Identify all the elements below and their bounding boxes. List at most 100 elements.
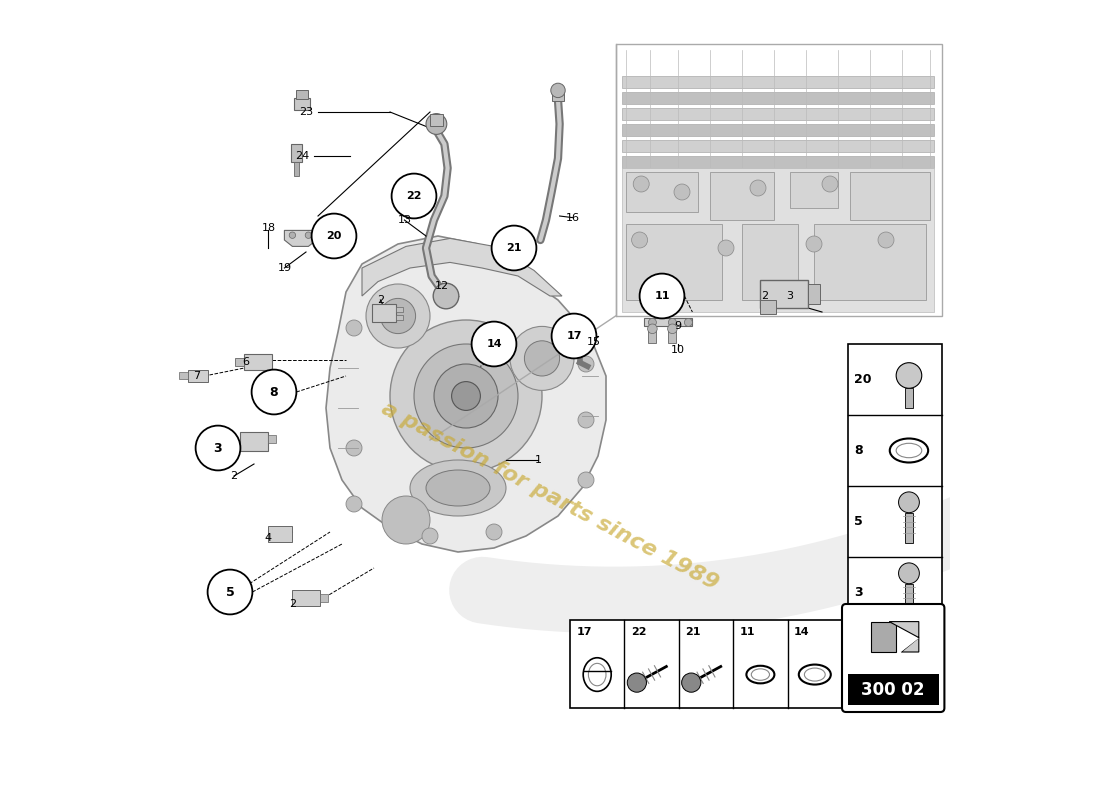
Bar: [626, 172, 698, 212]
Text: 4: 4: [265, 533, 272, 542]
Text: 11: 11: [739, 627, 755, 637]
Bar: [621, 92, 934, 104]
Bar: [790, 172, 838, 208]
Bar: [294, 162, 299, 176]
Bar: [850, 172, 930, 220]
Text: 16: 16: [565, 213, 580, 222]
Text: 2: 2: [289, 599, 296, 609]
Bar: [293, 590, 320, 606]
Text: 13: 13: [397, 215, 411, 225]
Circle shape: [669, 318, 676, 326]
Circle shape: [627, 673, 647, 692]
Circle shape: [684, 318, 692, 326]
Circle shape: [510, 326, 574, 390]
Text: 24: 24: [295, 151, 309, 161]
Text: 300 02: 300 02: [861, 681, 925, 698]
Text: 20: 20: [327, 231, 342, 241]
Bar: [570, 620, 842, 708]
Bar: [396, 315, 403, 320]
Bar: [616, 44, 942, 316]
Bar: [621, 124, 934, 136]
Text: 5: 5: [854, 515, 862, 528]
Circle shape: [382, 496, 430, 544]
Text: 8: 8: [270, 386, 278, 398]
Bar: [742, 224, 797, 300]
Text: 18: 18: [262, 223, 275, 233]
Bar: [234, 358, 244, 366]
Text: 14: 14: [794, 627, 810, 637]
Circle shape: [648, 324, 657, 334]
Bar: [290, 144, 303, 162]
Bar: [621, 168, 934, 312]
Text: 1: 1: [535, 455, 541, 465]
Circle shape: [899, 492, 920, 513]
FancyBboxPatch shape: [842, 604, 945, 712]
Circle shape: [750, 180, 766, 196]
Bar: [267, 435, 276, 443]
Bar: [905, 388, 913, 408]
Text: 17: 17: [566, 331, 582, 341]
Circle shape: [631, 232, 648, 248]
Circle shape: [648, 318, 657, 326]
Bar: [244, 354, 273, 370]
Text: 2: 2: [230, 471, 238, 481]
Text: 21: 21: [506, 243, 521, 253]
Text: a passion for parts since 1989: a passion for parts since 1989: [378, 398, 722, 594]
Text: 15: 15: [587, 338, 601, 347]
Circle shape: [208, 570, 252, 614]
Text: 2: 2: [761, 291, 768, 301]
Circle shape: [414, 344, 518, 448]
Bar: [905, 513, 913, 543]
Bar: [669, 329, 676, 343]
Circle shape: [434, 364, 498, 428]
Bar: [373, 304, 396, 322]
Circle shape: [392, 174, 437, 218]
Polygon shape: [901, 638, 918, 652]
Text: 10: 10: [671, 346, 685, 355]
Circle shape: [311, 214, 356, 258]
Text: 12: 12: [434, 282, 449, 291]
Bar: [188, 370, 208, 382]
Circle shape: [896, 362, 922, 388]
Circle shape: [674, 184, 690, 200]
Bar: [621, 76, 934, 88]
Polygon shape: [889, 622, 918, 652]
Bar: [814, 224, 926, 300]
Bar: [396, 307, 403, 312]
Text: 22: 22: [406, 191, 421, 201]
Text: 20: 20: [854, 373, 871, 386]
Circle shape: [426, 114, 447, 134]
Circle shape: [366, 284, 430, 348]
Text: 2: 2: [377, 295, 384, 305]
Bar: [645, 318, 692, 326]
Circle shape: [569, 324, 590, 345]
Text: 3: 3: [786, 291, 793, 301]
Bar: [621, 156, 934, 168]
Text: 23: 23: [299, 107, 314, 117]
Circle shape: [899, 563, 920, 584]
Circle shape: [806, 236, 822, 252]
Circle shape: [551, 314, 596, 358]
Polygon shape: [326, 236, 606, 552]
Bar: [648, 329, 657, 343]
Circle shape: [578, 412, 594, 428]
Bar: [268, 526, 293, 542]
Circle shape: [346, 440, 362, 456]
Circle shape: [252, 370, 296, 414]
Circle shape: [578, 356, 594, 372]
Bar: [430, 114, 443, 126]
Text: 3: 3: [213, 442, 222, 454]
Circle shape: [822, 176, 838, 192]
Text: 3: 3: [854, 586, 862, 599]
Text: 9: 9: [674, 322, 682, 331]
Polygon shape: [285, 230, 317, 246]
Bar: [179, 372, 188, 379]
Bar: [848, 344, 942, 628]
Text: 6: 6: [242, 357, 250, 366]
Circle shape: [433, 283, 459, 309]
Text: 22: 22: [630, 627, 647, 637]
Text: 11: 11: [654, 291, 670, 301]
Bar: [296, 90, 308, 99]
Circle shape: [346, 320, 362, 336]
Circle shape: [682, 673, 701, 692]
